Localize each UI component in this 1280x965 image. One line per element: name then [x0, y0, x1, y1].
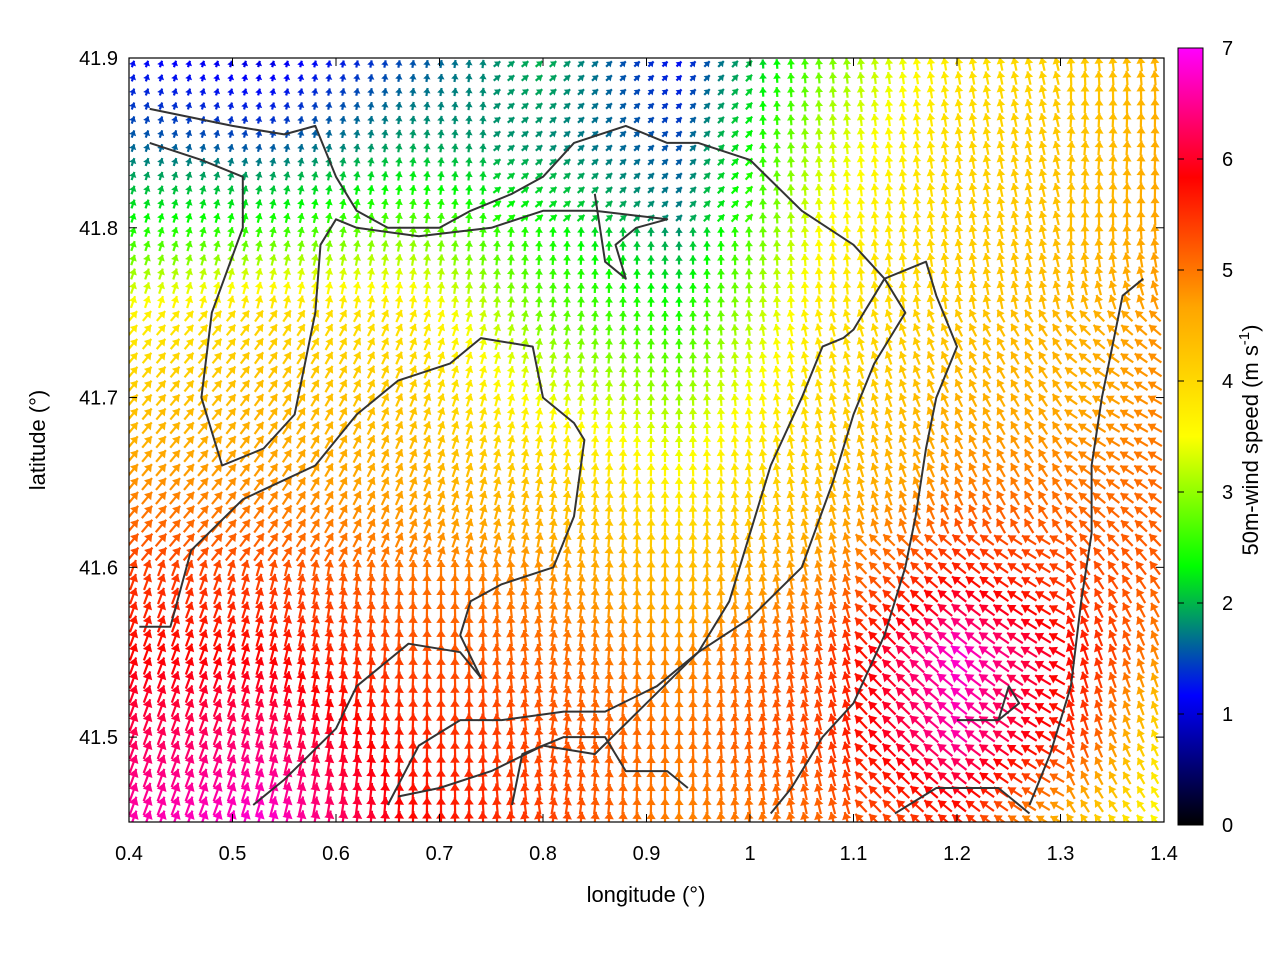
colorbar-label-main: 50m-wind speed (m s: [1238, 345, 1263, 555]
y-tick-label: 41.7: [79, 388, 118, 410]
colorbar-tick-label: 7: [1222, 38, 1233, 60]
x-tick-label: 0.6: [322, 843, 350, 865]
x-tick-label: 0.9: [633, 843, 661, 865]
x-tick-label: 0.5: [219, 843, 247, 865]
colorbar-label-superscript: -1: [1236, 332, 1253, 345]
x-tick-label: 0.8: [529, 843, 557, 865]
colorbar-tick-label: 3: [1222, 482, 1233, 504]
colorbar-tick-label: 2: [1222, 593, 1233, 615]
colorbar-tick-label: 5: [1222, 260, 1233, 282]
x-tick-label: 1: [744, 843, 755, 865]
x-tick-label: 1.3: [1047, 843, 1075, 865]
x-tick-label: 1.4: [1150, 843, 1178, 865]
y-tick-label: 41.5: [79, 727, 118, 749]
x-tick-label: 0.7: [426, 843, 454, 865]
y-tick-label: 41.9: [79, 48, 118, 70]
colorbar-tick-label: 1: [1222, 704, 1233, 726]
y-tick-label: 41.8: [79, 218, 118, 240]
y-tick-label: 41.6: [79, 557, 118, 579]
colorbar-label-end: ): [1238, 325, 1263, 332]
x-tick-label: 1.2: [943, 843, 971, 865]
y-axis-label: latitude (°): [25, 390, 50, 491]
x-axis-label: longitude (°): [587, 882, 706, 907]
plot-background: [129, 58, 1164, 822]
x-tick-label: 0.4: [115, 843, 143, 865]
x-tick-label: 1.1: [840, 843, 868, 865]
colorbar-tick-label: 0: [1222, 815, 1233, 837]
colorbar-label: 50m-wind speed (m s-1): [1236, 325, 1263, 556]
colorbar-tick-label: 6: [1222, 149, 1233, 171]
colorbar-tick-label: 4: [1222, 371, 1233, 393]
colorbar: [1178, 48, 1203, 825]
